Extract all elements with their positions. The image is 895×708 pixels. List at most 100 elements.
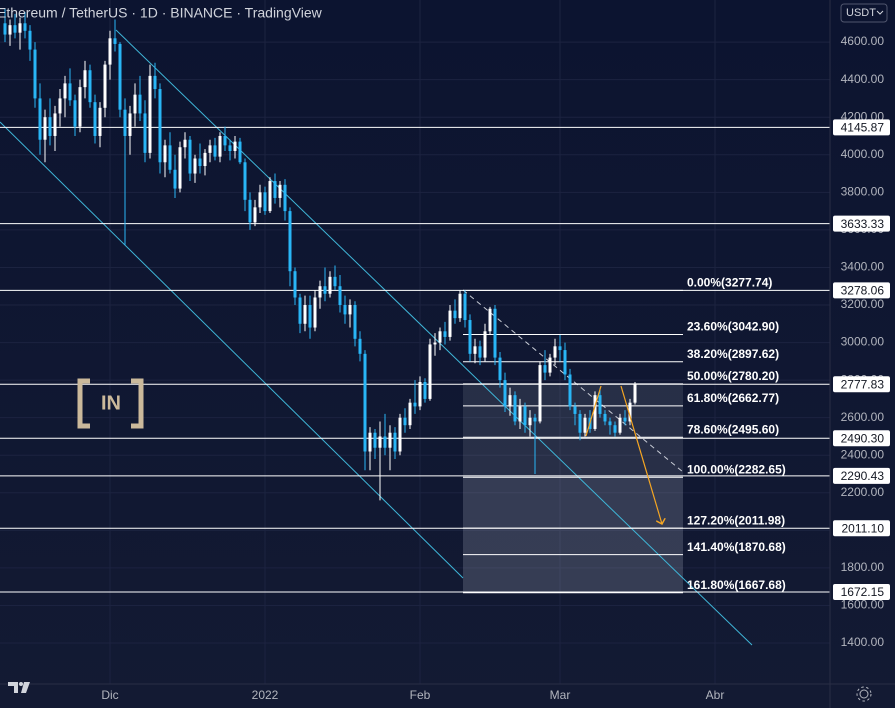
candle-body — [353, 305, 357, 339]
price-label: 2011.10 — [842, 521, 885, 535]
candle-body — [278, 184, 282, 198]
candle-body — [113, 38, 117, 44]
candle-body — [508, 395, 512, 407]
candle-body — [548, 357, 552, 373]
candle-body — [268, 181, 272, 212]
candle-body — [493, 308, 497, 358]
price-label-box — [833, 119, 890, 136]
candle-body — [158, 89, 162, 163]
candle-body — [18, 23, 22, 33]
candle-body — [333, 276, 337, 287]
candle-body — [73, 100, 77, 127]
y-tick-label: 4000.00 — [841, 147, 885, 161]
fib-label: 23.60%(3042.90) — [687, 320, 779, 334]
fib-label: 50.00%(2780.20) — [687, 369, 779, 383]
candle-body — [193, 158, 197, 174]
candle-body — [563, 350, 567, 375]
candle-body — [558, 346, 562, 351]
candle-body — [608, 421, 612, 426]
candle-body — [128, 113, 132, 136]
y-tick-label: 1400.00 — [841, 635, 885, 649]
candle-body — [418, 382, 422, 407]
candle-body — [583, 417, 587, 433]
candle-body — [543, 365, 547, 373]
x-tick-label: 2022 — [252, 688, 279, 702]
y-tick-label: 3000.00 — [841, 335, 885, 349]
candle-body — [238, 141, 242, 163]
candle-body — [528, 417, 532, 426]
candle-body — [298, 297, 302, 324]
currency-label[interactable]: USDT — [846, 7, 876, 19]
x-tick-label: Mar — [550, 688, 571, 702]
candle-body — [293, 271, 297, 298]
candle-body — [233, 141, 237, 151]
candle-body — [43, 117, 47, 140]
candle-body — [633, 384, 637, 403]
candle-body — [263, 192, 267, 212]
candle-body — [98, 107, 102, 136]
candle-body — [343, 305, 347, 315]
x-tick-label: Dic — [101, 688, 118, 702]
candle-body — [593, 395, 597, 429]
candle-body — [183, 139, 187, 148]
candle-body — [313, 297, 317, 328]
candle-body — [253, 207, 257, 223]
candle-body — [523, 406, 527, 426]
price-label-box — [833, 467, 890, 484]
currency-button[interactable] — [840, 3, 888, 23]
candle-body — [448, 310, 452, 337]
candle-body — [428, 344, 432, 399]
price-label: 2290.43 — [841, 469, 885, 483]
price-label-box — [833, 376, 890, 393]
price-label-box — [833, 583, 890, 600]
price-label: 1672.15 — [841, 585, 885, 599]
y-tick-label: 2600.00 — [841, 410, 885, 424]
candle-body — [133, 94, 137, 114]
candle-body — [68, 83, 72, 101]
candle-body — [378, 436, 382, 448]
candle-body — [443, 331, 447, 337]
settings-gear[interactable] — [856, 686, 872, 702]
channel-lower — [0, 121, 464, 579]
candle-body — [13, 25, 17, 33]
fib-label: 141.40%(1870.68) — [687, 540, 786, 554]
fib-label: 127.20%(2011.98) — [687, 513, 785, 527]
candle-body — [463, 293, 467, 321]
currency-chevron[interactable] — [876, 10, 884, 15]
candle-body — [48, 117, 52, 136]
candle-body — [78, 87, 82, 127]
chart-title: Ethereum / TetherUS · 1D · BINANCE · Tra… — [0, 5, 323, 21]
candle-body — [58, 98, 62, 114]
candle-body — [338, 286, 342, 306]
candle-body — [323, 286, 327, 294]
tv-logo — [8, 682, 30, 693]
candle-body — [228, 145, 232, 151]
y-tick-label: 1800.00 — [841, 560, 885, 574]
y-tick-label: 2400.00 — [841, 447, 885, 461]
candle-body — [503, 380, 507, 407]
candle-body — [578, 413, 582, 433]
candle-body — [458, 293, 462, 319]
candle-body — [108, 38, 112, 65]
price-label: 3633.33 — [841, 217, 885, 231]
candle-body — [103, 64, 107, 108]
candle-body — [438, 331, 442, 343]
projection-line — [462, 289, 684, 473]
candle-body — [488, 308, 492, 332]
candle-body — [393, 432, 397, 452]
candle-body — [533, 417, 537, 422]
fib-label: 38.20%(2897.62) — [687, 347, 779, 361]
x-tick-label: Abr — [706, 688, 725, 702]
price-label: 2490.30 — [841, 431, 885, 445]
candle-body — [318, 286, 322, 298]
candle-body — [598, 395, 602, 414]
candle-body — [258, 192, 262, 208]
price-label: 4145.87 — [841, 121, 885, 135]
price-label: 3278.06 — [841, 284, 885, 298]
candle-body — [88, 70, 92, 103]
axes: 1400.001600.001800.002000.002200.002400.… — [101, 34, 890, 702]
logo-text: IN — [101, 392, 121, 414]
candle-body — [538, 365, 542, 422]
candle-body — [178, 147, 182, 189]
price-label: 2777.83 — [841, 377, 885, 391]
